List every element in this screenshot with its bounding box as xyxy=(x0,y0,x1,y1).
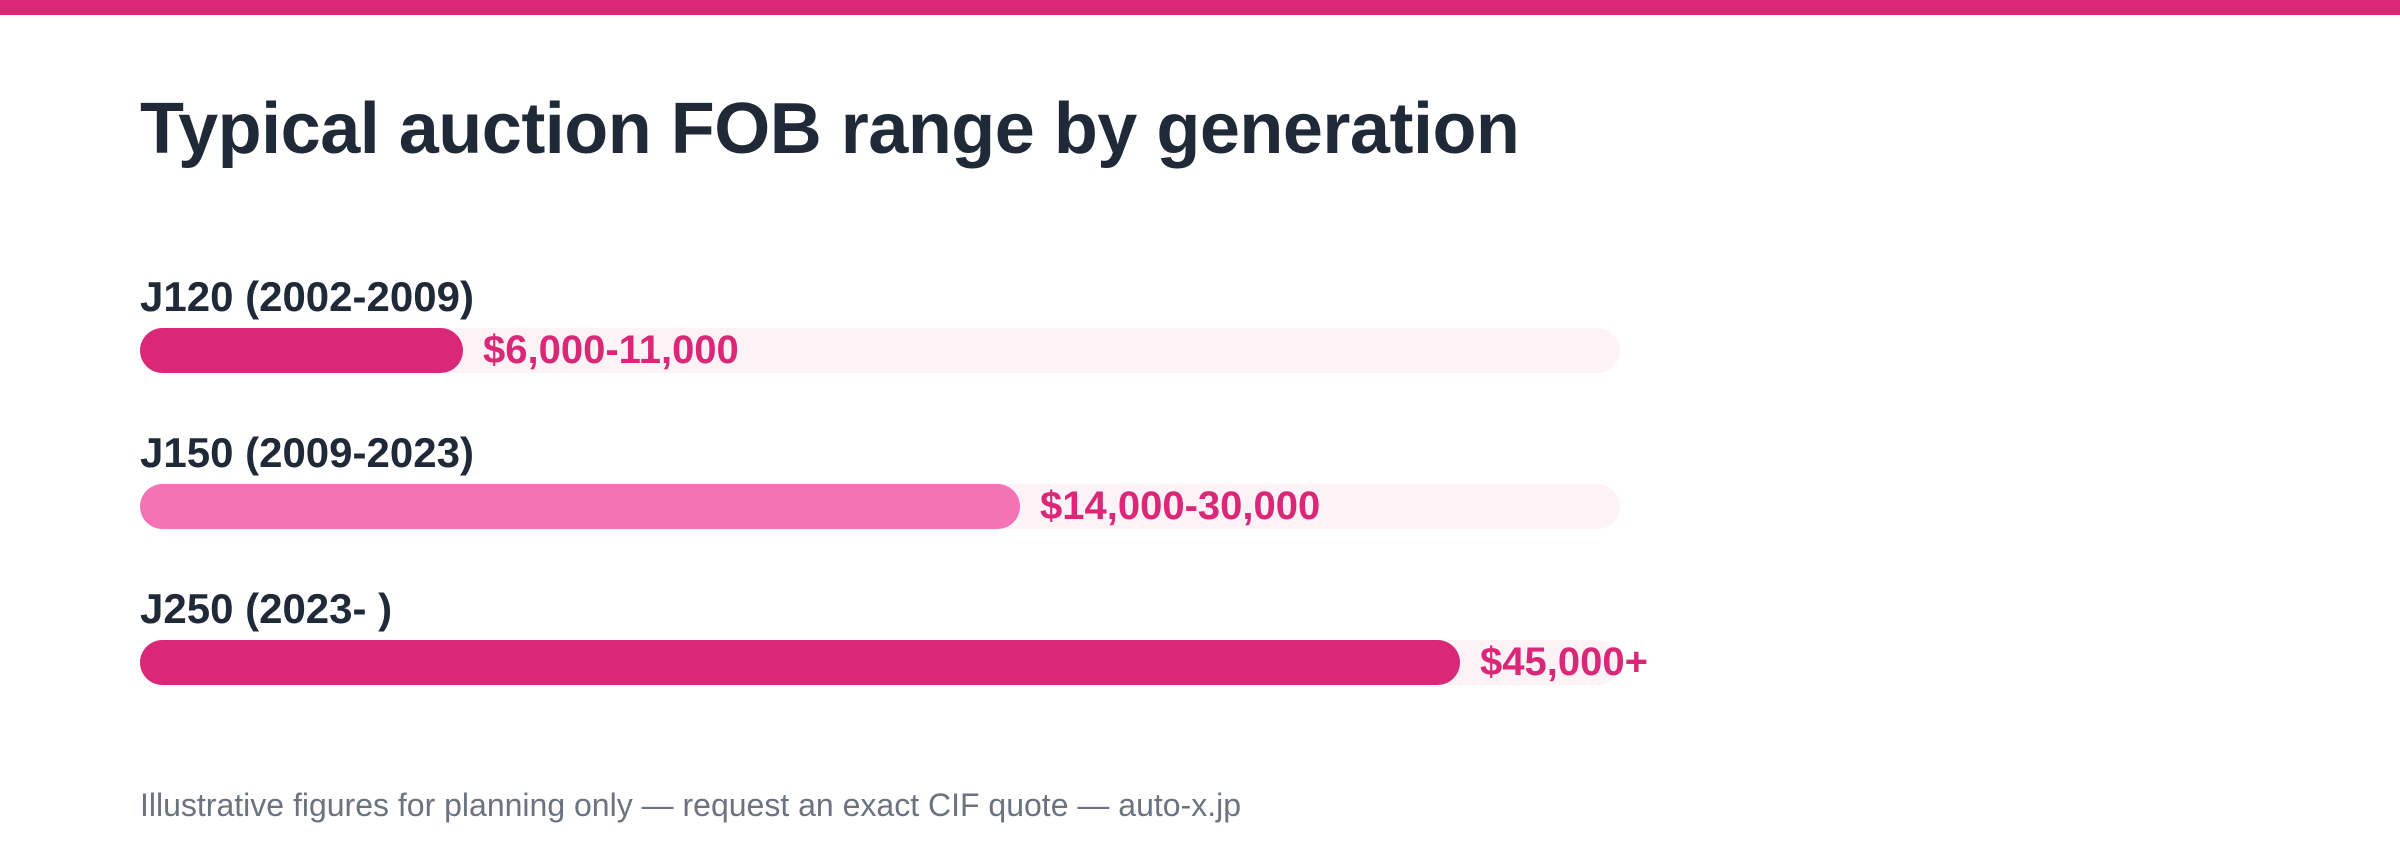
bar-track xyxy=(140,328,1620,373)
value-label: $14,000-30,000 xyxy=(1040,484,1321,528)
category-label: J120 (2002-2009) xyxy=(140,273,474,320)
bar-row: J120 (2002-2009) $6,000-11,000 xyxy=(140,272,1680,392)
footnote: Illustrative figures for planning only —… xyxy=(140,787,1241,823)
category-label: J150 (2009-2023) xyxy=(140,429,474,476)
bar-row: J250 (2023- ) $45,000+ xyxy=(140,584,1680,704)
bar-fill xyxy=(140,640,1460,685)
bar-fill xyxy=(140,484,1020,529)
bar-fill xyxy=(140,328,463,373)
top-accent-bar xyxy=(0,0,2400,15)
bar-track xyxy=(140,484,1620,529)
chart-title: Typical auction FOB range by generation xyxy=(140,89,1520,169)
bar-track xyxy=(140,640,1620,685)
value-label: $45,000+ xyxy=(1480,640,1648,684)
category-label: J250 (2023- ) xyxy=(140,585,393,632)
bar-row: J150 (2009-2023) $14,000-30,000 xyxy=(140,428,1680,548)
value-label: $6,000-11,000 xyxy=(483,328,739,372)
